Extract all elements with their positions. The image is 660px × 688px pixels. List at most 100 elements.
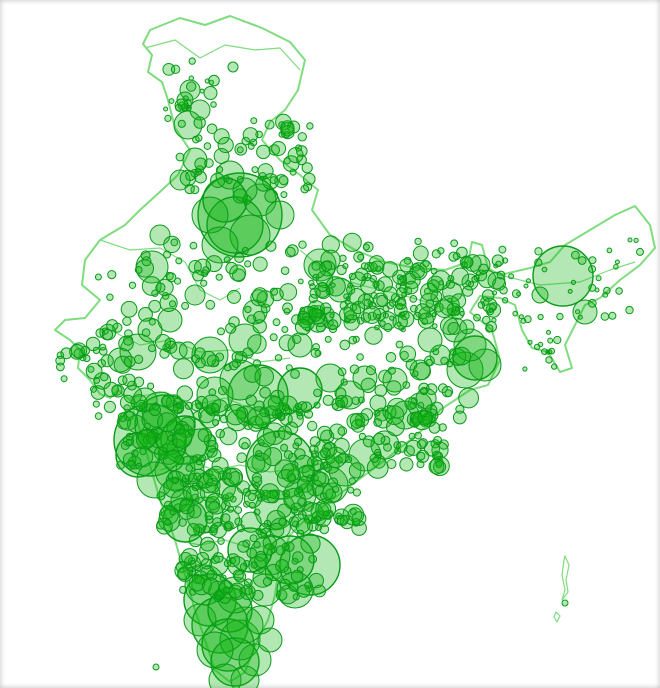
district-bubble[interactable] bbox=[254, 366, 275, 387]
district-bubble[interactable] bbox=[106, 293, 114, 301]
district-bubble[interactable] bbox=[69, 344, 85, 360]
district-bubble[interactable] bbox=[203, 142, 212, 150]
district-bubble[interactable] bbox=[477, 269, 497, 289]
district-bubble[interactable] bbox=[217, 537, 225, 545]
district-bubble[interactable] bbox=[205, 405, 216, 416]
district-bubble[interactable] bbox=[414, 237, 422, 246]
district-bubble[interactable] bbox=[231, 351, 244, 363]
district-bubble[interactable] bbox=[106, 319, 119, 332]
district-bubble[interactable] bbox=[534, 247, 543, 256]
district-bubble[interactable] bbox=[194, 564, 202, 572]
district-bubble[interactable] bbox=[613, 264, 619, 270]
district-bubble[interactable] bbox=[382, 405, 397, 420]
district-bubble[interactable] bbox=[317, 281, 328, 293]
district-bubble[interactable] bbox=[339, 306, 355, 322]
district-bubble[interactable] bbox=[155, 430, 178, 453]
district-bubble[interactable] bbox=[245, 394, 257, 406]
district-bubble[interactable] bbox=[321, 260, 333, 272]
district-bubble[interactable] bbox=[255, 489, 265, 499]
district-bubble[interactable] bbox=[184, 183, 195, 195]
district-bubble[interactable] bbox=[445, 279, 455, 289]
district-bubble[interactable] bbox=[85, 362, 103, 380]
district-bubble[interactable] bbox=[395, 340, 404, 349]
district-bubble[interactable] bbox=[360, 262, 369, 271]
district-bubble[interactable] bbox=[178, 518, 187, 527]
district-bubble[interactable] bbox=[525, 278, 532, 284]
district-bubble[interactable] bbox=[587, 298, 597, 308]
district-bubble[interactable] bbox=[345, 296, 351, 302]
district-bubble[interactable] bbox=[223, 363, 232, 372]
district-bubble[interactable] bbox=[297, 584, 311, 598]
district-bubble[interactable] bbox=[196, 631, 234, 669]
district-bubble[interactable] bbox=[292, 334, 302, 344]
district-bubble[interactable] bbox=[411, 370, 419, 378]
district-bubble[interactable] bbox=[173, 358, 194, 380]
district-bubble[interactable] bbox=[468, 348, 502, 382]
district-bubble[interactable] bbox=[258, 523, 270, 534]
district-bubble[interactable] bbox=[172, 403, 183, 414]
district-bubble[interactable] bbox=[188, 75, 195, 81]
district-bubble[interactable] bbox=[208, 501, 220, 513]
district-bubble[interactable] bbox=[120, 441, 130, 450]
district-bubble[interactable] bbox=[265, 200, 295, 230]
district-bubble[interactable] bbox=[511, 289, 521, 299]
district-bubble[interactable] bbox=[240, 511, 262, 533]
district-bubble[interactable] bbox=[130, 394, 148, 411]
district-bubble[interactable] bbox=[257, 439, 265, 447]
district-bubble[interactable] bbox=[431, 312, 437, 318]
district-bubble[interactable] bbox=[256, 428, 277, 448]
district-bubble[interactable] bbox=[428, 421, 441, 434]
district-bubble[interactable] bbox=[537, 341, 544, 348]
district-bubble[interactable] bbox=[418, 382, 430, 394]
district-bubble[interactable] bbox=[427, 279, 440, 292]
district-bubble[interactable] bbox=[315, 363, 345, 393]
district-bubble[interactable] bbox=[168, 300, 177, 308]
district-bubble[interactable] bbox=[288, 452, 297, 462]
district-bubble[interactable] bbox=[296, 529, 305, 538]
district-bubble[interactable] bbox=[247, 415, 264, 432]
district-bubble[interactable] bbox=[321, 235, 340, 254]
district-bubble[interactable] bbox=[210, 172, 226, 188]
district-bubble[interactable] bbox=[453, 328, 487, 362]
district-bubble[interactable] bbox=[595, 275, 602, 282]
district-bubble[interactable] bbox=[309, 283, 316, 290]
district-bubble[interactable] bbox=[192, 456, 199, 464]
district-bubble[interactable] bbox=[615, 287, 623, 295]
district-bubble[interactable] bbox=[152, 663, 160, 671]
district-bubble[interactable] bbox=[462, 285, 474, 297]
district-bubble[interactable] bbox=[156, 491, 166, 501]
district-bubble[interactable] bbox=[396, 321, 402, 327]
district-bubble[interactable] bbox=[224, 522, 232, 530]
district-bubble[interactable] bbox=[87, 365, 95, 373]
district-bubble[interactable] bbox=[303, 172, 316, 186]
district-bubble[interactable] bbox=[473, 313, 481, 322]
district-bubble[interactable] bbox=[440, 356, 449, 365]
district-bubble[interactable] bbox=[432, 323, 438, 329]
district-bubble[interactable] bbox=[256, 144, 271, 160]
district-bubble[interactable] bbox=[199, 454, 207, 462]
district-bubble[interactable] bbox=[594, 287, 600, 293]
district-bubble[interactable] bbox=[527, 339, 533, 345]
district-bubble[interactable] bbox=[185, 464, 193, 472]
district-bubble[interactable] bbox=[482, 315, 491, 325]
district-bubble[interactable] bbox=[223, 559, 232, 568]
district-bubble[interactable] bbox=[491, 317, 497, 323]
district-bubble[interactable] bbox=[315, 498, 337, 520]
district-bubble[interactable] bbox=[292, 442, 300, 450]
district-bubble[interactable] bbox=[344, 318, 351, 324]
district-bubble[interactable] bbox=[378, 369, 392, 384]
district-bubble[interactable] bbox=[228, 323, 262, 357]
district-bubble[interactable] bbox=[282, 489, 291, 498]
district-bubble[interactable] bbox=[60, 347, 73, 360]
district-bubble[interactable] bbox=[148, 299, 162, 313]
district-bubble[interactable] bbox=[365, 365, 377, 376]
district-bubble[interactable] bbox=[148, 318, 156, 326]
district-bubble[interactable] bbox=[138, 402, 146, 410]
district-bubble[interactable] bbox=[250, 561, 258, 569]
district-bubble[interactable] bbox=[325, 276, 346, 297]
district-bubble[interactable] bbox=[636, 247, 644, 256]
district-bubble[interactable] bbox=[306, 122, 314, 130]
district-bubble[interactable] bbox=[278, 175, 289, 186]
district-bubble[interactable] bbox=[99, 343, 107, 351]
district-bubble[interactable] bbox=[200, 279, 208, 287]
